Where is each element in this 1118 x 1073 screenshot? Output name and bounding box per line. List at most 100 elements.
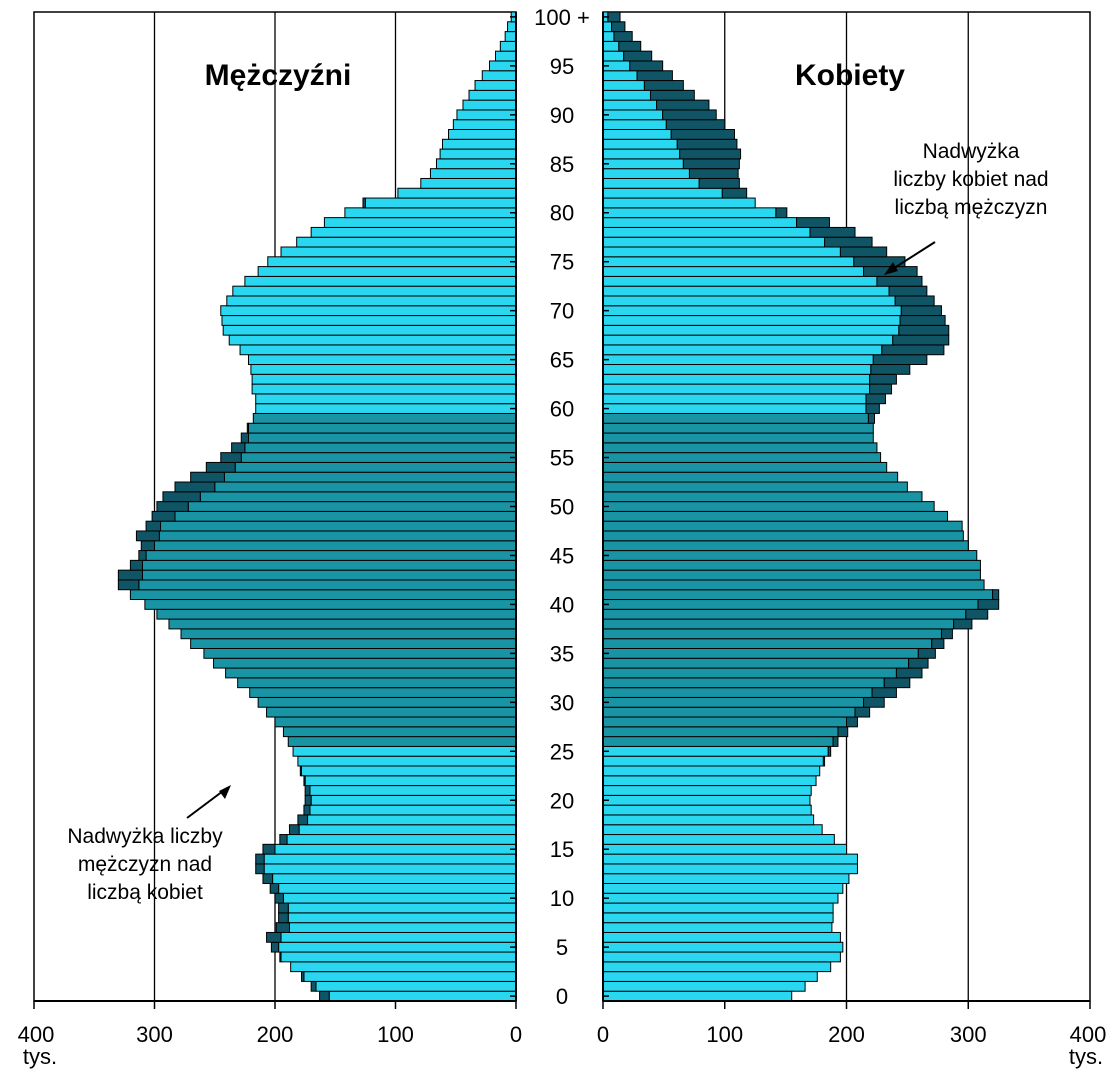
men-bar: [301, 765, 517, 777]
women-surplus-bar: [869, 383, 893, 395]
women-bar: [602, 305, 902, 317]
men-x-tick-label: 100: [377, 1022, 414, 1047]
women-bar: [602, 334, 894, 346]
men-bar: [220, 305, 517, 317]
women-bar: [602, 902, 834, 914]
men-surplus-bar: [156, 501, 189, 512]
men-bar: [280, 246, 517, 258]
women-bar: [602, 432, 874, 444]
age-label: 5: [556, 935, 568, 960]
age-label: 10: [550, 886, 574, 911]
women-bar: [602, 236, 826, 248]
men-surplus-bar: [278, 912, 289, 924]
women-bar: [602, 912, 834, 924]
women-surplus-bar: [613, 31, 633, 42]
women-bar: [602, 354, 874, 366]
men-surplus-bar: [205, 461, 236, 473]
women-bar: [602, 442, 878, 454]
women-surplus-bar: [870, 364, 911, 375]
women-bar: [602, 481, 908, 493]
women-panel-title: Kobiety: [795, 59, 905, 92]
age-label: 35: [550, 641, 574, 666]
men-surplus-bar: [190, 471, 225, 483]
men-surplus-arrowhead-icon: [219, 785, 231, 799]
women-surplus-bar: [931, 638, 945, 649]
men-bar: [439, 148, 517, 160]
men-surplus-bar: [262, 873, 274, 884]
women-surplus-bar: [908, 657, 929, 669]
men-bar: [237, 677, 517, 689]
women-bar: [602, 275, 878, 287]
women-bar: [602, 471, 899, 483]
men-bar: [141, 569, 517, 581]
women-surplus-bar: [876, 275, 923, 287]
women-bar: [602, 569, 981, 581]
women-surplus-bar: [871, 687, 897, 698]
men-bar: [129, 589, 517, 601]
women-bar: [602, 70, 638, 82]
men-bar: [435, 158, 517, 170]
women-surplus-bar: [643, 80, 684, 91]
women-surplus-bar: [607, 11, 621, 23]
men-bar: [504, 31, 517, 42]
men-surplus-bar: [319, 990, 330, 1002]
women-bar: [602, 501, 935, 512]
men-bar: [328, 990, 517, 1002]
men-bar: [247, 422, 517, 434]
men-panel-title: Mężczyźni: [205, 59, 352, 92]
men-bar: [462, 99, 517, 111]
women-surplus-bar: [775, 207, 788, 219]
women-surplus-bar: [839, 246, 888, 258]
men-bar: [144, 599, 517, 610]
women-bar: [602, 138, 678, 150]
age-label: 20: [550, 788, 574, 813]
men-bar: [296, 236, 517, 248]
men-bar: [499, 40, 517, 52]
age-label: 0: [556, 984, 568, 1009]
women-bar: [602, 931, 841, 943]
men-surplus-bar: [304, 785, 311, 796]
women-bar: [602, 785, 812, 796]
men-bar: [156, 608, 517, 620]
men-surplus-bar: [303, 804, 311, 816]
men-surplus-bar: [255, 863, 265, 875]
women-surplus-bar: [662, 109, 717, 121]
women-surplus-bar: [846, 716, 858, 728]
men-bar: [247, 432, 517, 444]
men-bar: [244, 275, 517, 287]
men-bar: [154, 540, 517, 552]
women-bar: [602, 716, 847, 728]
women-bar: [602, 510, 949, 522]
men-bar: [203, 647, 517, 659]
men-surplus-bar: [269, 882, 280, 894]
age-label: 55: [550, 446, 574, 471]
men-bar: [168, 618, 517, 630]
men-bar: [187, 501, 517, 512]
men-bar: [190, 638, 517, 649]
women-bar: [602, 990, 793, 1002]
men-surplus-bar: [266, 931, 282, 943]
men-bar: [456, 109, 517, 121]
women-bar: [602, 882, 844, 894]
women-bar: [602, 951, 841, 963]
women-surplus-bar: [865, 393, 886, 405]
women-surplus-bar: [881, 344, 945, 356]
women-bar: [602, 99, 658, 111]
men-bar: [481, 70, 517, 82]
women-surplus-bar: [618, 40, 642, 52]
women-bar: [602, 50, 625, 62]
women-surplus-bar: [869, 373, 897, 385]
men-surplus-bar: [299, 765, 303, 777]
women-bar: [602, 266, 865, 277]
women-bar: [602, 324, 900, 336]
men-surplus-bar: [304, 794, 312, 806]
women-bar: [602, 775, 817, 787]
women-bar: [602, 745, 829, 757]
women-surplus-bar: [863, 696, 885, 708]
women-bar: [602, 256, 855, 268]
women-surplus-bar: [623, 50, 653, 62]
women-surplus-arrowhead-icon: [884, 262, 898, 275]
men-surplus-bar: [138, 550, 147, 561]
women-bar: [602, 687, 873, 698]
men-bar: [364, 197, 517, 209]
